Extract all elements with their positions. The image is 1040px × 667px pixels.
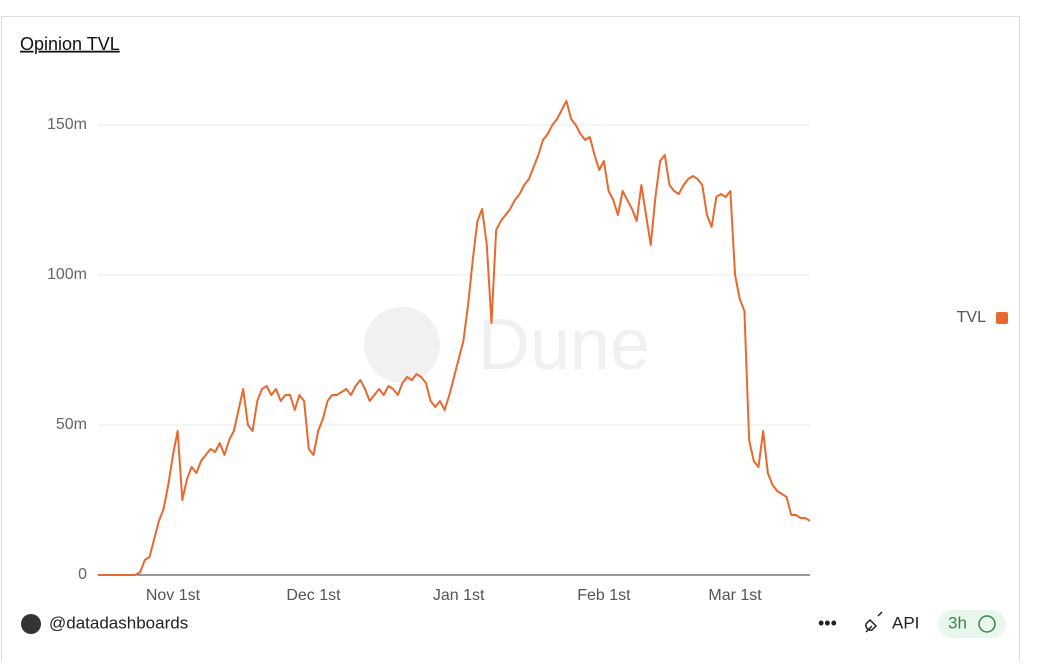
x-tick-label: Jan 1st bbox=[433, 587, 485, 604]
line-series bbox=[98, 100, 811, 576]
x-tick-label: Nov 1st bbox=[146, 587, 201, 604]
y-tick-label: 0 bbox=[78, 566, 87, 583]
more-menu[interactable]: ••• bbox=[818, 613, 837, 633]
avatar[interactable] bbox=[21, 614, 41, 634]
x-tick-label: Dec 1st bbox=[286, 587, 341, 604]
api-icon[interactable] bbox=[865, 611, 883, 633]
watermark-logo bbox=[364, 307, 440, 383]
y-tick-label: 150m bbox=[47, 116, 87, 133]
chart-title[interactable]: Opinion TVL bbox=[20, 34, 120, 54]
author[interactable]: @datadashboards bbox=[49, 613, 188, 632]
age: 3h bbox=[948, 613, 967, 632]
y-tick-label: 100m bbox=[47, 266, 87, 283]
watermark: Dune bbox=[478, 305, 650, 385]
x-tick-label: Mar 1st bbox=[708, 587, 762, 604]
legend-swatch bbox=[996, 312, 1008, 324]
check-icon bbox=[978, 615, 996, 633]
y-tick-label: 50m bbox=[56, 416, 87, 433]
api-button[interactable]: API bbox=[892, 613, 919, 632]
legend-label: TVL bbox=[957, 309, 986, 326]
x-tick-label: Feb 1st bbox=[577, 587, 631, 604]
